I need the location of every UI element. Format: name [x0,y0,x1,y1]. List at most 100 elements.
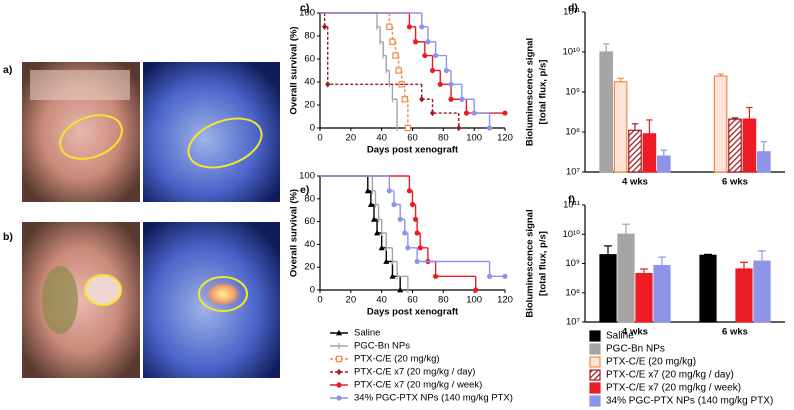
bar [642,133,657,173]
y-tick-label: 10¹¹ [563,7,580,18]
bar [656,155,671,173]
y-tick-label: 20 [304,262,315,273]
survival-curve [320,12,505,114]
marker [486,125,493,131]
survival-curve [320,175,477,290]
legend: Saline PGC-Bn NPs PTX-C/E (20 mg/kg) PTX-C/… [330,328,513,404]
marker [370,216,377,222]
bar-series [599,43,613,173]
x-tick-label: 4 wks [622,177,648,188]
photo [143,62,280,202]
survival-curve [320,12,398,128]
panel-label: d) [568,2,578,14]
bar-series [628,117,742,173]
marker [405,245,411,251]
y-axis-label: Overall survival (%) [289,189,300,277]
step-segment [461,84,475,100]
legend-marker [336,368,342,376]
marker [404,124,412,132]
legend-label: Saline [606,331,634,342]
legend-swatch [589,330,601,342]
marker [392,52,399,59]
bar [742,118,757,173]
x-tick-label: 6 wks [722,177,748,188]
bar [756,151,771,173]
x-tick-label: 0 [317,295,322,306]
marker [502,273,508,279]
marker [486,273,493,279]
marker [429,109,436,117]
y-tick-label: 80 [304,31,315,42]
tumor-outline [59,114,123,160]
bar-series [617,223,635,323]
bar-series [613,73,728,173]
y-tick-label: 0 [310,285,315,296]
legend-label: PTX-C/E (20 mg/kg) [606,357,696,368]
bar [635,273,653,323]
bar [699,254,717,323]
marker [397,216,403,222]
marker [412,216,419,222]
y-tick-label: 10⁸ [565,287,580,298]
legend-swatch [589,382,601,394]
step-segment [465,99,505,114]
bar [599,254,617,323]
legend-label: 34% PGC-PTX NPs (140 mg/kg PTX) [354,393,513,404]
step-segment [488,261,505,278]
x-tick-label: 60 [407,295,418,306]
panel-label: e) [300,184,309,196]
step-segment [434,41,447,57]
marker [367,201,374,207]
x-tick-label: 6 wks [722,327,748,338]
x-tick-label: 40 [376,295,387,306]
marker [406,24,413,30]
legend-label: PTX-C/E (20 mg/kg) [354,354,440,365]
marker [322,23,328,30]
y-tick-label: 10⁸ [565,127,580,138]
marker [389,38,396,45]
marker [378,244,385,251]
marker [471,110,477,116]
marker [437,81,443,87]
x-tick-label: 4 wks [622,327,648,338]
y-tick-label: 10¹¹ [563,200,580,211]
step-segment [391,84,398,100]
bar-series [635,261,753,323]
marker [389,273,396,279]
y-axis-label: Bioluminescence signal [525,38,536,146]
step-segment [473,99,490,114]
y-tick-label: 10¹⁰ [562,47,580,58]
bar [753,260,771,323]
marker [419,24,425,30]
y-axis-label: [total flux, p/s] [538,60,549,125]
x-tick-label: 20 [346,133,357,144]
legend: Saline PGC-Bn NPs PTX-C/E (20 mg/kg) PTX-C/… [589,330,773,407]
bar [653,264,671,323]
marker [448,81,454,87]
marker [433,273,439,279]
step-segment [407,233,418,249]
step-segment [391,261,401,278]
y-axis-label: Overall survival (%) [289,26,300,114]
bar [735,268,753,323]
step-segment [391,247,398,263]
step-segment [450,84,467,100]
bar [599,51,613,173]
bar-series [656,141,771,173]
marker [383,258,390,264]
marker [448,96,454,102]
step-segment [385,233,393,249]
bar-series [642,106,757,173]
x-tick-label: 100 [466,133,482,144]
legend-label: PTX-C/E x7 (20 mg/kg / day) [354,367,475,378]
marker [409,201,416,208]
x-tick-label: 80 [438,133,449,144]
step-segment [327,26,422,85]
y-tick-label: 10⁷ [566,317,581,328]
marker [463,110,470,116]
bar-series [599,245,717,323]
photo-detail [42,266,78,334]
step-segment [414,26,425,43]
bar [713,75,728,173]
